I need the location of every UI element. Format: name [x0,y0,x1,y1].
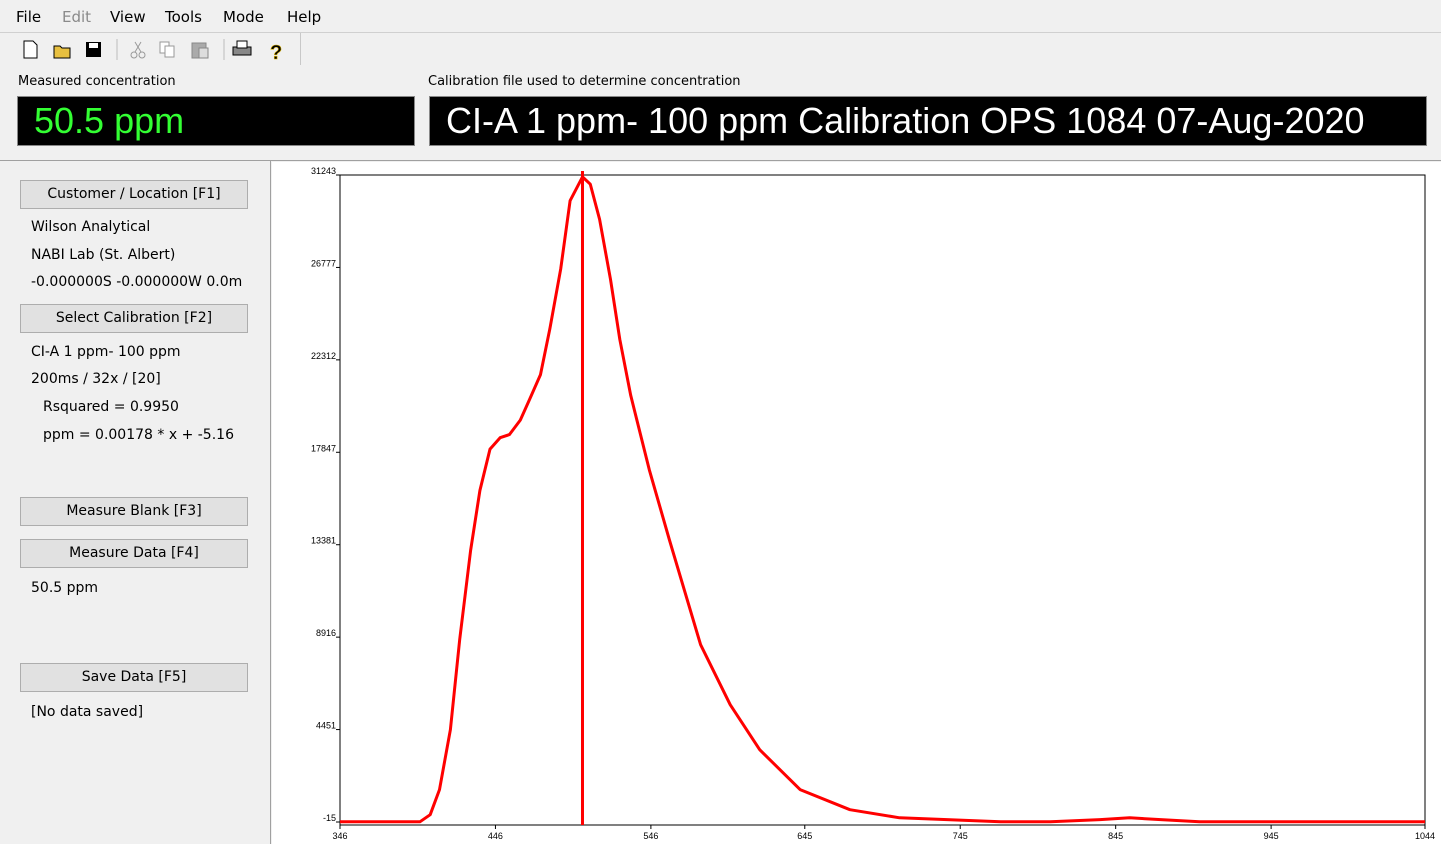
spectrum-line [340,175,1425,824]
svg-text:?: ? [270,42,282,64]
measure-button[interactable]: Measure Data [F4] [20,539,248,568]
x-tick-label: 945 [1264,831,1279,841]
y-tick-label: 4451 [316,721,336,731]
calibration-file-value: CI-A 1 ppm- 100 ppm Calibration OPS 1084… [446,100,1365,141]
y-tick-label: 22312 [311,351,336,361]
x-tick-label: 1044 [1415,831,1435,841]
plot-frame [339,174,1426,826]
menu-item[interactable]: View [110,8,146,26]
calibration-line: Rsquared = 0.9950 [43,399,179,415]
y-tick-label: 26777 [311,258,336,268]
calibration-display: CI-A 1 ppm- 100 ppm Calibration OPS 1084… [429,96,1427,146]
x-tick-label: 845 [1108,831,1123,841]
customer-line: -0.000000S -0.000000W 0.0m [31,274,243,290]
y-tick-label: -15 [323,813,336,823]
menu-item[interactable]: Tools [165,8,202,26]
calibration-line: CI-A 1 ppm- 100 ppm [31,344,181,360]
new-icon[interactable] [23,40,38,59]
x-tick-label: 446 [488,831,503,841]
menu-item[interactable]: Edit [62,8,92,26]
y-tick-label: 13381 [311,536,336,546]
calibration-file-label: Calibration file used to determine conce… [428,74,741,89]
concentration-value: 50.5 ppm [34,100,185,141]
measure-result: 50.5 ppm [31,580,99,596]
menu-bar: File Edit View Tools Mode Help [0,0,1441,33]
measured-label: Measured concentration [18,74,176,89]
toolbar: ? [23,33,301,65]
customer-button[interactable]: Customer / Location [F1] [20,180,248,209]
y-tick-label: 17847 [311,443,336,453]
menu-item[interactable]: Mode [223,8,264,26]
copy-icon[interactable] [159,41,175,58]
customer-line: Wilson Analytical [31,219,151,235]
open-icon[interactable] [53,45,71,59]
print-icon[interactable] [232,40,252,56]
save-icon[interactable] [86,42,101,57]
y-tick-label: 31243 [311,166,336,176]
paste-icon[interactable] [191,42,209,59]
blank-button[interactable]: Measure Blank [F3] [20,497,248,526]
calibration-line: 200ms / 32x / [20] [31,371,161,387]
customer-line: NABI Lab (St. Albert) [31,247,176,263]
y-tick-label: 8916 [316,628,336,638]
x-tick-label: 645 [797,831,812,841]
separator [270,161,271,844]
save-status: [No data saved] [31,704,144,720]
menu-item[interactable]: Help [287,8,322,26]
help-icon[interactable]: ? [270,42,283,65]
calibration-button[interactable]: Select Calibration [F2] [20,304,248,333]
cut-icon[interactable] [130,41,146,59]
concentration-display: 50.5 ppm [17,96,415,146]
spectrum-chart: 31243 26777 22312 17847 13381 8916 4451 -15 346 4… [272,162,1441,844]
menu-item[interactable]: File [16,8,42,26]
x-tick-label: 745 [953,831,968,841]
x-tick-label: 546 [643,831,658,841]
save-button[interactable]: Save Data [F5] [20,663,248,692]
x-tick-label: 346 [332,831,347,841]
calibration-line: ppm = 0.00178 * x + -5.16 [43,427,234,443]
separator [0,160,1441,161]
